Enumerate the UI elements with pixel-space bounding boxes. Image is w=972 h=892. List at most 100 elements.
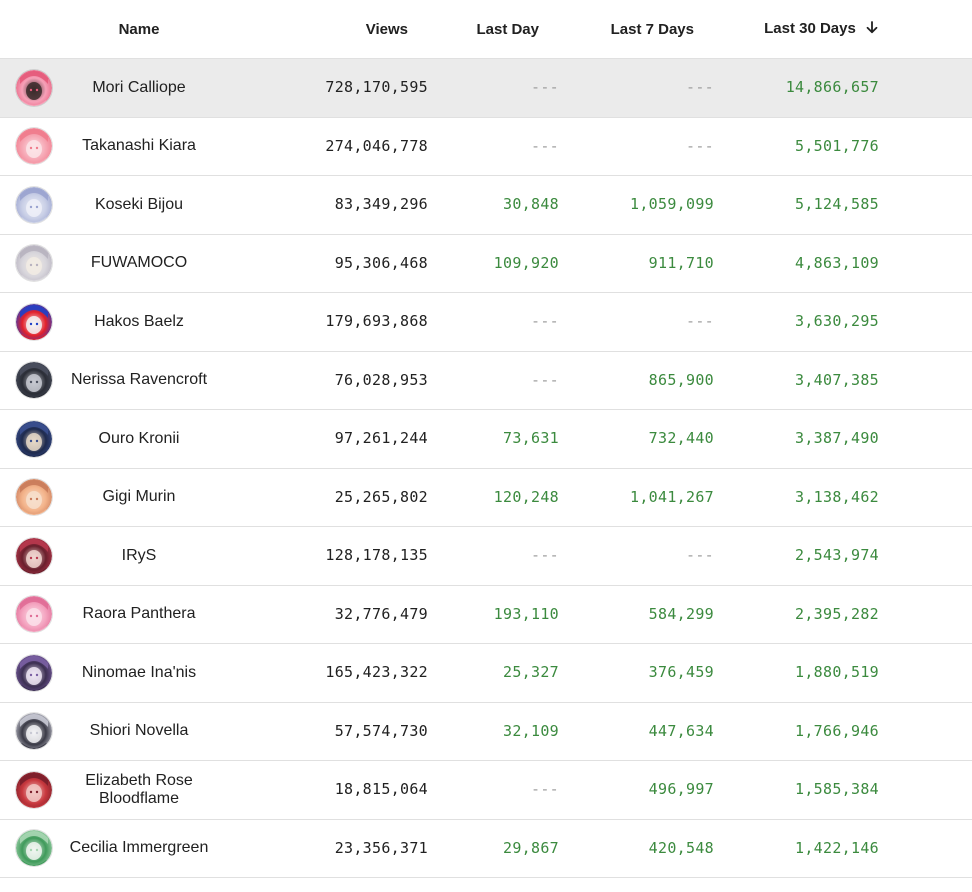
table-row[interactable]: Cecilia Immergreen 23,356,371 29,867 420,54…: [0, 820, 972, 878]
last-30-days-value: 14,866,657: [785, 78, 879, 97]
table-row[interactable]: Hakos Baelz 179,693,868 --- --- 3,630,295: [0, 293, 972, 352]
last-7-days-value: 496,997: [648, 780, 714, 799]
last-day-cell: 29,867: [428, 839, 559, 858]
last-7-days-cell: 496,997: [559, 780, 714, 799]
last-7-days-cell: 1,041,267: [559, 488, 714, 507]
column-header-last-7-days[interactable]: Last 7 Days: [539, 21, 694, 38]
member-name[interactable]: Ouro Kronii: [98, 429, 180, 447]
views-cell: 274,046,778: [210, 137, 428, 156]
last-7-days-cell: 1,059,099: [559, 195, 714, 214]
last-7-days-cell: 865,900: [559, 371, 714, 390]
avatar: [16, 830, 52, 867]
table-row[interactable]: Takanashi Kiara 274,046,778 --- --- 5,501,77…: [0, 118, 972, 176]
last-day-cell: 120,248: [428, 488, 559, 507]
last-7-days-value: ---: [686, 136, 714, 155]
views-cell: 18,815,064: [210, 780, 428, 799]
last-7-days-cell: 911,710: [559, 254, 714, 273]
member-name[interactable]: Gigi Murin: [102, 488, 176, 506]
last-30-days-value: 5,501,776: [795, 136, 879, 155]
last-30-days-cell: 1,766,946: [714, 722, 879, 741]
member-name[interactable]: Nerissa Ravencroft: [70, 371, 208, 389]
last-30-days-cell: 1,422,146: [714, 839, 879, 858]
column-header-last-30-days[interactable]: Last 30 Days: [694, 20, 878, 38]
avatar: [16, 420, 52, 457]
column-header-views[interactable]: Views: [210, 21, 408, 38]
column-header-last-30-days-label: Last 30 Days: [764, 20, 856, 38]
last-30-days-value: 1,585,384: [795, 780, 879, 799]
last-30-days-value: 4,863,109: [795, 253, 879, 272]
last-day-value: 120,248: [493, 487, 559, 506]
column-header-last-day[interactable]: Last Day: [408, 21, 539, 38]
member-name[interactable]: Raora Panthera: [82, 605, 196, 623]
avatar-cell: [0, 303, 68, 340]
arrow-down-icon[interactable]: [866, 20, 878, 38]
last-7-days-cell: ---: [559, 546, 714, 565]
last-30-days-value: 1,422,146: [795, 838, 879, 857]
last-day-cell: ---: [428, 312, 559, 331]
last-30-days-cell: 14,866,657: [714, 78, 879, 97]
column-header-views-label: Views: [365, 20, 408, 38]
member-name[interactable]: FUWAMOCO: [90, 254, 188, 272]
member-name[interactable]: Cecilia Immergreen: [69, 839, 209, 857]
last-30-days-cell: 5,501,776: [714, 137, 879, 156]
last-30-days-cell: 5,124,585: [714, 195, 879, 214]
table-row[interactable]: Ninomae Ina'nis 165,423,322 25,327 376,459 1…: [0, 644, 972, 703]
avatar: [16, 596, 52, 633]
last-30-days-value: 5,124,585: [795, 195, 879, 214]
last-7-days-value: ---: [686, 78, 714, 97]
last-30-days-value: 3,407,385: [795, 370, 879, 389]
table-row[interactable]: Gigi Murin 25,265,802 120,248 1,041,267 3,13…: [0, 469, 972, 527]
table-row[interactable]: Koseki Bijou 83,349,296 30,848 1,059,099 5,1…: [0, 176, 972, 235]
views-value: 274,046,778: [325, 136, 428, 155]
last-day-cell: ---: [428, 137, 559, 156]
last-30-days-value: 3,630,295: [795, 312, 879, 331]
views-cell: 165,423,322: [210, 663, 428, 682]
member-name[interactable]: Hakos Baelz: [94, 312, 184, 330]
last-7-days-value: 447,634: [648, 721, 714, 740]
last-day-value: ---: [531, 136, 559, 155]
views-cell: 23,356,371: [210, 839, 428, 858]
views-cell: 76,028,953: [210, 371, 428, 390]
last-30-days-cell: 2,395,282: [714, 605, 879, 624]
last-7-days-value: 584,299: [648, 604, 714, 623]
member-name[interactable]: Shiori Novella: [89, 722, 189, 740]
member-name[interactable]: Elizabeth Rose Bloodflame: [85, 771, 193, 807]
avatar-cell: [0, 771, 68, 808]
last-day-value: 25,327: [503, 663, 559, 682]
last-7-days-cell: 584,299: [559, 605, 714, 624]
table-row[interactable]: Nerissa Ravencroft 76,028,953 --- 865,900 3,…: [0, 352, 972, 410]
table-row[interactable]: Ouro Kronii 97,261,244 73,631 732,440 3,387,…: [0, 410, 972, 469]
last-day-cell: 109,920: [428, 254, 559, 273]
avatar-cell: [0, 654, 68, 691]
table-header: Name Views Last Day Last 7 Days Last 30 …: [0, 0, 972, 59]
table-row[interactable]: Elizabeth Rose Bloodflame 18,815,064 --- 49…: [0, 761, 972, 820]
views-value: 95,306,468: [334, 253, 428, 272]
table-row[interactable]: FUWAMOCO 95,306,468 109,920 911,710 4,863,10…: [0, 235, 972, 293]
avatar: [16, 713, 52, 750]
last-day-cell: 193,110: [428, 605, 559, 624]
last-7-days-cell: ---: [559, 137, 714, 156]
last-7-days-value: ---: [686, 312, 714, 331]
table-row[interactable]: Mori Calliope 728,170,595 --- --- 14,866,657: [0, 59, 972, 118]
views-cell: 97,261,244: [210, 429, 428, 448]
views-value: 76,028,953: [334, 370, 428, 389]
avatar-cell: [0, 186, 68, 223]
last-7-days-cell: ---: [559, 312, 714, 331]
member-name[interactable]: Takanashi Kiara: [82, 137, 196, 155]
views-value: 23,356,371: [334, 838, 428, 857]
last-30-days-cell: 3,630,295: [714, 312, 879, 331]
column-header-name[interactable]: Name: [118, 20, 160, 38]
member-name[interactable]: Koseki Bijou: [94, 195, 184, 213]
table-row[interactable]: Raora Panthera 32,776,479 193,110 584,299 2,…: [0, 586, 972, 644]
table-row[interactable]: Shiori Novella 57,574,730 32,109 447,634 1,7…: [0, 703, 972, 761]
avatar: [16, 362, 52, 399]
member-name[interactable]: Mori Calliope: [92, 78, 186, 96]
table-row[interactable]: IRyS 128,178,135 --- --- 2,543,974: [0, 527, 972, 586]
last-7-days-cell: 376,459: [559, 663, 714, 682]
member-name[interactable]: IRyS: [121, 546, 157, 564]
avatar-cell: [0, 362, 68, 399]
last-7-days-value: ---: [686, 546, 714, 565]
member-name[interactable]: Ninomae Ina'nis: [81, 663, 197, 681]
avatar: [16, 245, 52, 282]
last-day-cell: 30,848: [428, 195, 559, 214]
